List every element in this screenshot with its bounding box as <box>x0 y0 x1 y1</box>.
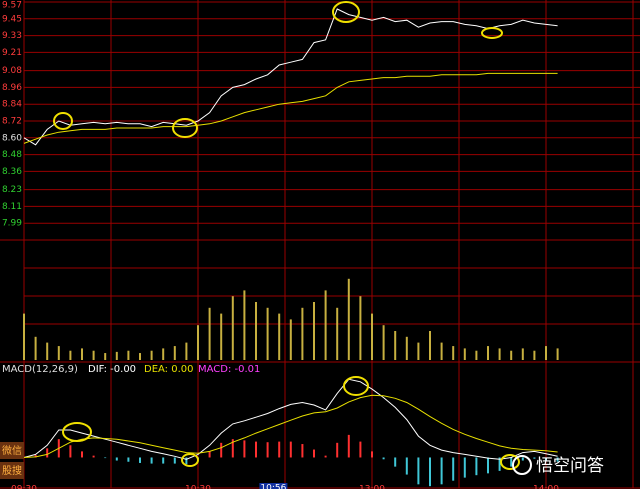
highlight <box>500 454 520 470</box>
volume-bar <box>255 302 257 360</box>
cursor-label-bg <box>259 483 288 489</box>
volume-bar <box>243 290 246 360</box>
x-tick-label: 09:30 <box>11 485 37 489</box>
y-tick-label: 8.72 <box>2 117 22 127</box>
volume-bar <box>521 348 524 360</box>
series-line <box>23 394 558 458</box>
volume-bar <box>394 331 397 360</box>
volume-bar <box>359 296 362 360</box>
x-tick-label: 13:00 <box>359 485 385 489</box>
y-tick-label: 9.33 <box>2 31 22 41</box>
volume-bar <box>475 350 478 360</box>
series-line <box>23 378 558 460</box>
volume-bar <box>46 342 49 360</box>
y-tick-label: 8.84 <box>2 100 22 110</box>
volume-bar <box>115 351 118 360</box>
button-bg[interactable] <box>0 462 24 479</box>
volume-bar <box>92 350 95 360</box>
highlight <box>53 112 73 130</box>
volume-bar <box>556 348 559 360</box>
macd-title: MACD(12,26,9) <box>2 364 78 375</box>
y-tick-label: 9.57 <box>2 1 22 11</box>
highlight <box>181 453 199 467</box>
volume-bar <box>34 336 37 360</box>
y-tick-label: 8.23 <box>2 185 22 195</box>
volume-bar <box>208 307 211 360</box>
legend-entry: DIF: -0.00 <box>88 364 136 375</box>
volume-bar <box>150 350 153 360</box>
button[interactable]: 微信 <box>2 444 22 457</box>
y-tick-label: 9.08 <box>2 66 22 76</box>
series-line <box>23 8 558 146</box>
volume-bar <box>498 348 501 360</box>
volume-bar <box>417 342 420 360</box>
volume-bar <box>127 350 130 360</box>
volume-bar <box>336 307 339 360</box>
x-tick-label: 14:00 <box>533 485 559 489</box>
highlight <box>332 1 360 23</box>
watermark-logo <box>512 455 532 475</box>
volume-bar <box>371 313 373 360</box>
highlight <box>62 422 92 442</box>
y-tick-label: 8.11 <box>2 202 22 212</box>
y-tick-label: 8.36 <box>2 167 22 177</box>
volume-bar <box>185 342 188 360</box>
legend-entry: MACD: -0.01 <box>198 364 260 375</box>
volume-bar <box>289 319 292 360</box>
volume-bar <box>313 302 315 360</box>
volume-bar <box>440 342 443 360</box>
volume-bar <box>324 290 327 360</box>
volume-bar <box>197 325 199 360</box>
volume-bar <box>301 307 304 360</box>
watermark: 悟空问答 <box>536 456 604 476</box>
highlight <box>343 376 369 396</box>
highlight <box>481 27 503 39</box>
y-tick-label: 8.48 <box>2 150 22 160</box>
volume-bar <box>139 353 141 360</box>
button-bg[interactable] <box>0 442 24 459</box>
volume-bar <box>278 313 281 360</box>
volume-bar <box>429 331 431 360</box>
button[interactable]: 股搜 <box>2 464 22 477</box>
volume-bar <box>533 350 536 360</box>
volume-bar <box>231 296 234 360</box>
volume-bar <box>173 346 176 360</box>
highlight <box>172 118 198 138</box>
series-line <box>23 72 558 144</box>
y-tick-label: 8.96 <box>2 83 22 93</box>
volume-bar <box>104 353 107 360</box>
volume-bar <box>382 325 385 360</box>
volume-bar <box>162 348 165 360</box>
volume-bar <box>220 313 223 360</box>
volume-bar <box>81 348 83 360</box>
y-tick-label: 9.21 <box>2 48 22 58</box>
volume-bar <box>463 348 466 360</box>
y-tick-label: 9.45 <box>2 14 22 24</box>
volume-bar <box>347 278 350 360</box>
volume-bar <box>266 307 269 360</box>
legend-entry: DEA: 0.00 <box>144 364 194 375</box>
y-tick-label: 8.60 <box>2 133 22 143</box>
volume-bar <box>23 313 25 360</box>
volume-bar <box>545 346 547 360</box>
y-tick-label: 7.99 <box>2 219 22 229</box>
volume-bar <box>487 346 489 360</box>
volume-bar <box>452 346 455 360</box>
x-tick-label: 10:30 <box>185 485 211 489</box>
volume-bar <box>510 350 513 360</box>
cursor-label: 10:56 <box>260 484 286 489</box>
volume-bar <box>405 336 408 360</box>
volume-bar <box>57 346 60 360</box>
volume-bar <box>69 350 72 360</box>
